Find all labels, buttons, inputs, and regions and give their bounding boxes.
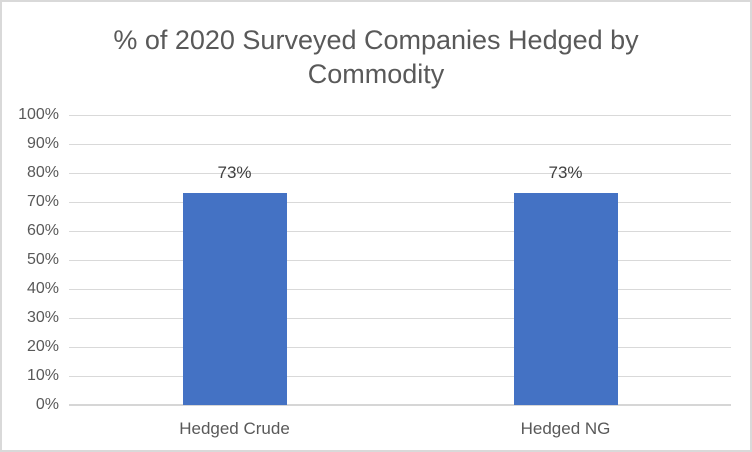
y-tick-label: 20% (26, 338, 59, 355)
y-tick-label: 0% (35, 396, 59, 413)
gridline (69, 173, 731, 174)
bar-hedged-crude (182, 193, 287, 405)
gridline (69, 289, 731, 290)
y-tick-label: 70% (26, 193, 59, 210)
y-tick-label: 80% (26, 164, 59, 181)
bar-data-label: 73% (548, 163, 583, 183)
y-tick-label: 40% (26, 280, 59, 297)
gridline (69, 347, 731, 348)
gridline (69, 144, 731, 145)
plot-area: 73% 73% (69, 115, 731, 406)
y-tick-label: 60% (26, 222, 59, 239)
gridline (69, 231, 731, 232)
y-tick-label: 100% (18, 106, 59, 123)
x-axis: Hedged Crude Hedged NG (69, 414, 731, 444)
y-tick-label: 10% (26, 367, 59, 384)
chart-title: % of 2020 Surveyed Companies Hedged by C… (113, 25, 639, 89)
gridline (69, 318, 731, 319)
bar-hedged-ng (513, 193, 618, 405)
y-tick-label: 50% (26, 251, 59, 268)
x-axis-line (69, 404, 731, 406)
y-axis: 0% 10% 20% 30% 40% 50% 60% 70% 80% 90% 100% (2, 107, 59, 413)
gridline (69, 202, 731, 203)
x-tick-label: Hedged NG (520, 419, 611, 438)
y-tick-label: 30% (26, 309, 59, 326)
gridline (69, 260, 731, 261)
x-tick-label: Hedged Crude (179, 419, 290, 438)
y-tick-label: 90% (26, 135, 59, 152)
gridline (69, 115, 731, 116)
gridline (69, 376, 731, 377)
bar-data-label: 73% (217, 163, 252, 183)
